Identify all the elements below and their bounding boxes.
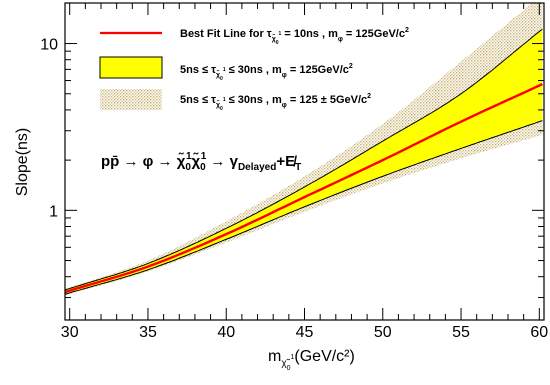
x-tick-label: 30 bbox=[61, 324, 79, 341]
hatched-band bbox=[65, 3, 543, 296]
y-tick-label: 10 bbox=[40, 37, 58, 54]
x-tick-label: 40 bbox=[217, 324, 235, 341]
x-tick-label: 35 bbox=[139, 324, 157, 341]
best-fit-line bbox=[65, 83, 543, 294]
x-tick-label: 50 bbox=[374, 324, 392, 341]
series-lines bbox=[65, 28, 543, 295]
x-axis-title: mχ̃01(GeV/c²) bbox=[268, 348, 355, 372]
x-tick-label: 55 bbox=[452, 324, 470, 341]
y-tick-label: 1 bbox=[49, 203, 58, 220]
legend-hatch-swatch bbox=[100, 89, 162, 110]
legend: Best Fit Line for τχ̃01 = 10ns , mφ = 12… bbox=[99, 27, 409, 112]
axis-tick-labels: 30 35 40 45 50 55 60 1 10 bbox=[40, 37, 548, 341]
y-axis-title: Slope(ns) bbox=[14, 128, 31, 196]
axis-ticks bbox=[65, 3, 544, 320]
x-tick-label: 45 bbox=[296, 324, 314, 341]
legend-band-swatch bbox=[99, 56, 163, 79]
legend-entry-best-fit: Best Fit Line for τχ̃01 = 10ns , mφ = 12… bbox=[180, 27, 409, 46]
legend-entry-hatch: 5ns ≤ τχ̃01 ≤ 30ns , mφ = 125 ± 5GeV/c2 bbox=[180, 93, 371, 112]
uncertainty-bands bbox=[65, 3, 543, 296]
x-tick-label: 60 bbox=[530, 324, 548, 341]
band-lower-edge bbox=[65, 120, 543, 295]
band-upper-edge bbox=[65, 28, 543, 291]
legend-entry-band: 5ns ≤ τχ̃01 ≤ 30ns , mφ = 125GeV/c2 bbox=[180, 63, 353, 82]
process-annotation: pp̄ → φ → χ̃01χ̃01 → γDelayed+E̸T bbox=[101, 151, 301, 173]
